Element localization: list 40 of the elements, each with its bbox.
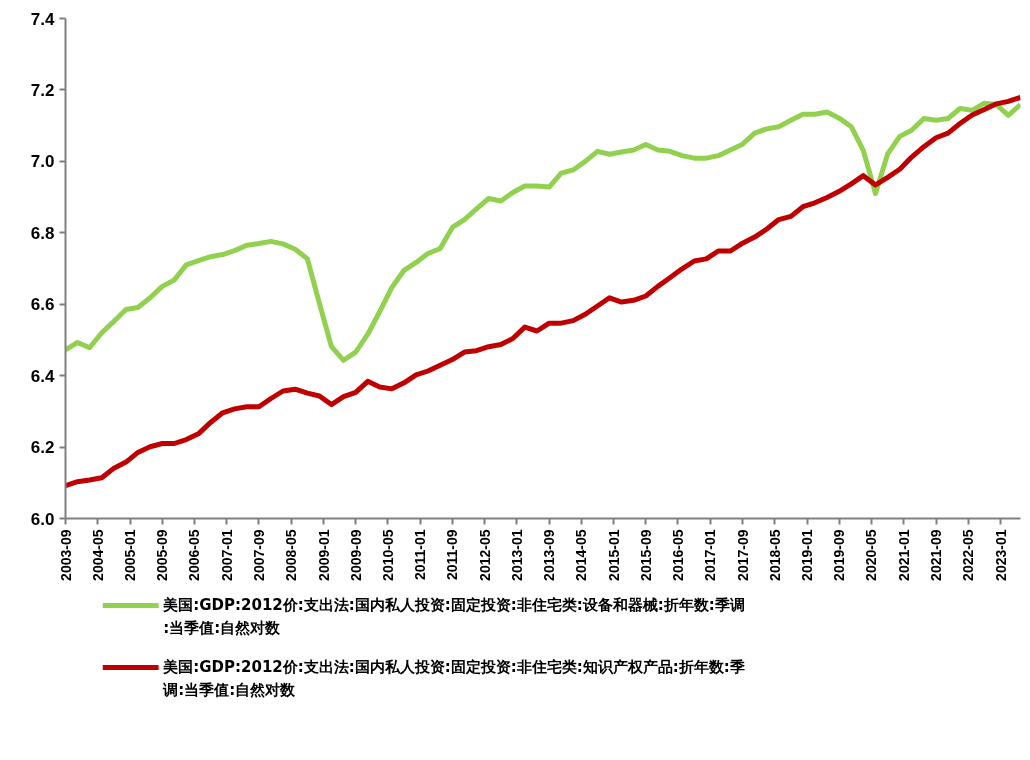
x-tick-label: 2013-01 (508, 529, 525, 581)
legend-label: 美国:GDP:2012价:支出法:国内私人投资:固定投资:非住宅类:设备和器械:折年数:季调:当季值:自然对数 (162, 595, 745, 637)
legend-label: 美国:GDP:2012价:支出法:国内私人投资:固定投资:非住宅类:知识产权产品:折年数:季调:当季值:自然对数 (162, 657, 745, 699)
x-tick-label: 2021-01 (895, 529, 912, 581)
x-tick-label: 2015-09 (637, 529, 654, 581)
x-tick-label: 2007-01 (218, 529, 235, 581)
x-tick-label: 2004-05 (89, 529, 106, 581)
x-tick-label: 2017-09 (734, 529, 751, 581)
x-tick-label: 2003-09 (57, 529, 74, 581)
x-tick-label: 2019-01 (799, 529, 816, 581)
x-tick-label: 2012-05 (476, 529, 493, 581)
x-tick-label: 2022-05 (960, 529, 977, 581)
x-tick-label: 2007-09 (250, 529, 267, 581)
x-tick-label: 2014-05 (573, 529, 590, 581)
x-tick-label: 2006-05 (186, 529, 203, 581)
x-tick-label: 2021-09 (928, 529, 945, 581)
x-tick-label: 2011-09 (444, 529, 461, 581)
y-tick-label: 6.8 (30, 223, 55, 243)
y-tick-label: 6.6 (30, 295, 55, 315)
y-tick-label: 7.4 (30, 9, 56, 29)
x-tick-label: 2009-01 (315, 529, 332, 581)
x-tick-label: 2017-01 (702, 529, 719, 581)
x-tick-label: 2005-09 (154, 529, 171, 581)
x-tick-label: 2013-09 (541, 529, 558, 581)
y-tick-label: 6.4 (30, 366, 56, 386)
y-tick-label: 6.2 (30, 438, 55, 458)
y-tick-label: 7.2 (30, 80, 55, 100)
y-tick-label: 6.0 (30, 509, 55, 529)
x-tick-label: 2015-01 (605, 529, 622, 581)
y-tick-label: 7.0 (30, 152, 55, 172)
x-tick-label: 2019-09 (831, 529, 848, 581)
x-tick-label: 2016-05 (669, 529, 686, 581)
x-tick-label: 2011-01 (412, 529, 429, 581)
x-tick-label: 2023-01 (992, 529, 1009, 581)
x-tick-label: 2020-05 (863, 529, 880, 581)
x-tick-label: 2018-05 (766, 529, 783, 581)
x-tick-label: 2009-09 (347, 529, 364, 581)
x-tick-label: 2010-05 (379, 529, 396, 581)
x-tick-label: 2005-01 (122, 529, 139, 581)
x-tick-label: 2008-05 (283, 529, 300, 581)
